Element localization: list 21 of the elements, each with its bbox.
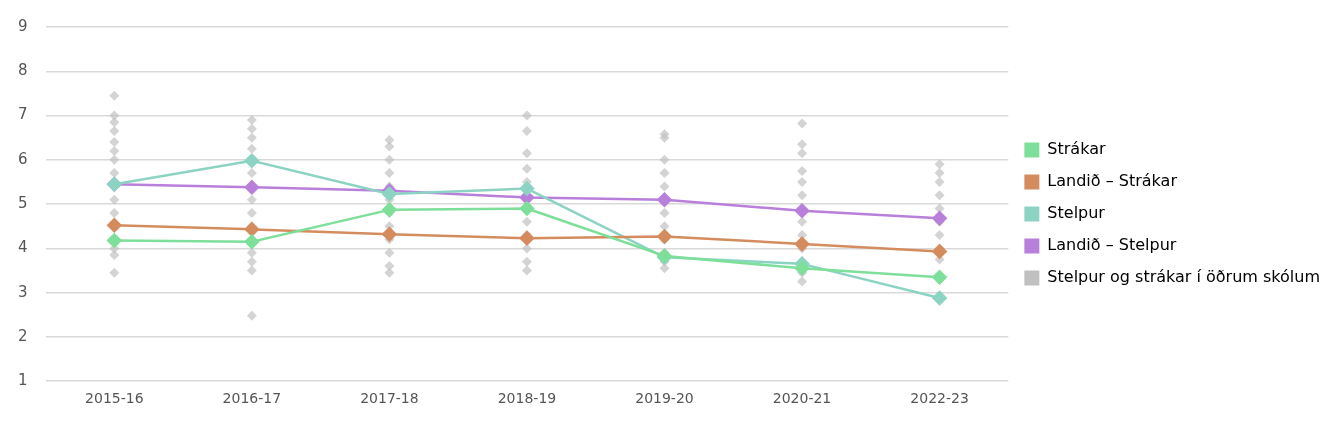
y-tick-label: 3 — [18, 282, 28, 301]
y-tick-label: 5 — [18, 193, 28, 212]
x-tick-label: 2017-18 — [360, 390, 419, 407]
y-tick-label: 6 — [18, 149, 28, 168]
x-tick-label: 2020-21 — [772, 390, 832, 407]
x-tick-label: 2018-19 — [497, 390, 557, 407]
y-tick-label: 8 — [18, 61, 28, 80]
y-tick-label: 7 — [18, 105, 28, 124]
legend-label: Stelpur — [1047, 203, 1106, 223]
legend-label: Stelpur og strákar í öðrum skólum — [1047, 267, 1321, 287]
x-tick-label: 2016-17 — [222, 390, 282, 407]
y-tick-label: 4 — [18, 238, 28, 257]
x-tick-label: 2015-16 — [85, 390, 144, 407]
y-tick-label: 9 — [18, 16, 28, 35]
legend-label: Strákar — [1047, 139, 1106, 159]
y-tick-label: 1 — [18, 371, 28, 390]
x-tick-label: 2022-23 — [910, 390, 969, 407]
legend-label: Landið – Strákar — [1047, 171, 1178, 191]
legend-label: Landið – Stelpur — [1047, 235, 1177, 255]
x-tick-label: 2019-20 — [635, 390, 694, 407]
y-tick-label: 2 — [18, 326, 28, 345]
